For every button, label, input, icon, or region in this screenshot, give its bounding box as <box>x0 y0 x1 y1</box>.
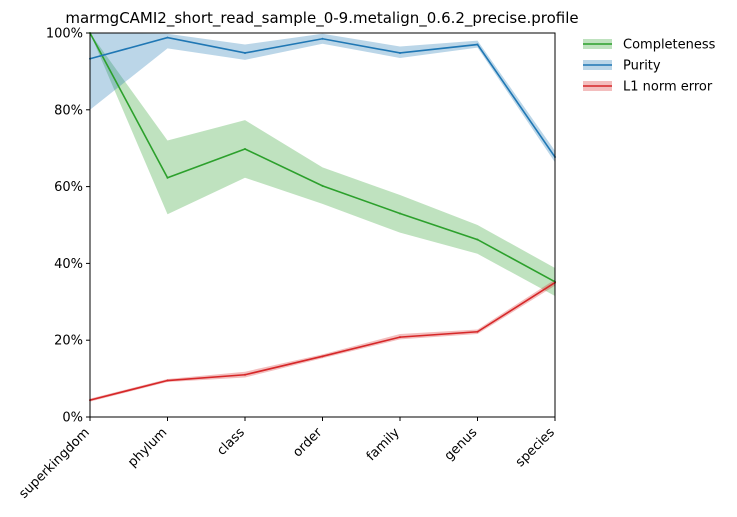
purity-point <box>476 43 479 46</box>
l1-norm-error-line <box>89 281 556 401</box>
chart-title: marmgCAMI2_short_read_sample_0-9.metalig… <box>65 9 578 28</box>
purity-point <box>321 37 324 40</box>
legend-item-purity: Purity <box>583 59 661 74</box>
x-axis: superkingdom phylum class order family genus s… <box>16 417 558 502</box>
l1-norm-error-point <box>244 373 246 376</box>
x-tick-label: order <box>290 425 326 461</box>
completeness-point <box>244 147 246 150</box>
l1-norm-error-point <box>321 355 324 358</box>
x-tick-label: genus <box>442 425 481 464</box>
y-tick-label: 20% <box>54 334 83 349</box>
y-tick-label: 60% <box>54 180 83 195</box>
y-tick-label: 0% <box>62 411 83 426</box>
l1-norm-error-point <box>399 336 401 339</box>
legend-label: L1 norm error <box>623 80 713 95</box>
y-tick-label: 80% <box>54 103 83 118</box>
x-tick-label: phylum <box>125 425 170 470</box>
completeness-point <box>321 184 324 187</box>
series-lines <box>89 32 556 402</box>
completeness-point <box>399 212 401 215</box>
l1-norm-error-point <box>476 330 479 333</box>
legend: Completeness Purity L1 norm error <box>583 38 716 95</box>
l1-norm-error-band <box>90 279 555 402</box>
x-tick-label: species <box>513 425 558 470</box>
completeness-point <box>476 238 479 241</box>
l1-norm-error-point <box>166 379 169 382</box>
legend-item-l1-norm-error: L1 norm error <box>583 80 713 95</box>
x-tick-label: family <box>364 425 403 464</box>
y-tick-label: 100% <box>46 27 83 42</box>
legend-item-completeness: Completeness <box>583 38 716 53</box>
completeness-band <box>90 33 555 297</box>
x-tick-label: superkingdom <box>16 425 92 501</box>
purity-point <box>166 36 169 39</box>
legend-label: Completeness <box>623 38 716 53</box>
completeness-point <box>166 176 169 179</box>
purity-point <box>399 51 401 54</box>
y-tick-label: 40% <box>54 257 83 272</box>
confidence-bands <box>90 33 555 402</box>
legend-label: Purity <box>623 59 661 74</box>
y-axis: 0% 20% 40% 60% 80% 100% <box>46 27 90 426</box>
x-tick-label: class <box>214 425 248 459</box>
plot-frame <box>89 32 556 418</box>
purity-point <box>244 51 246 54</box>
